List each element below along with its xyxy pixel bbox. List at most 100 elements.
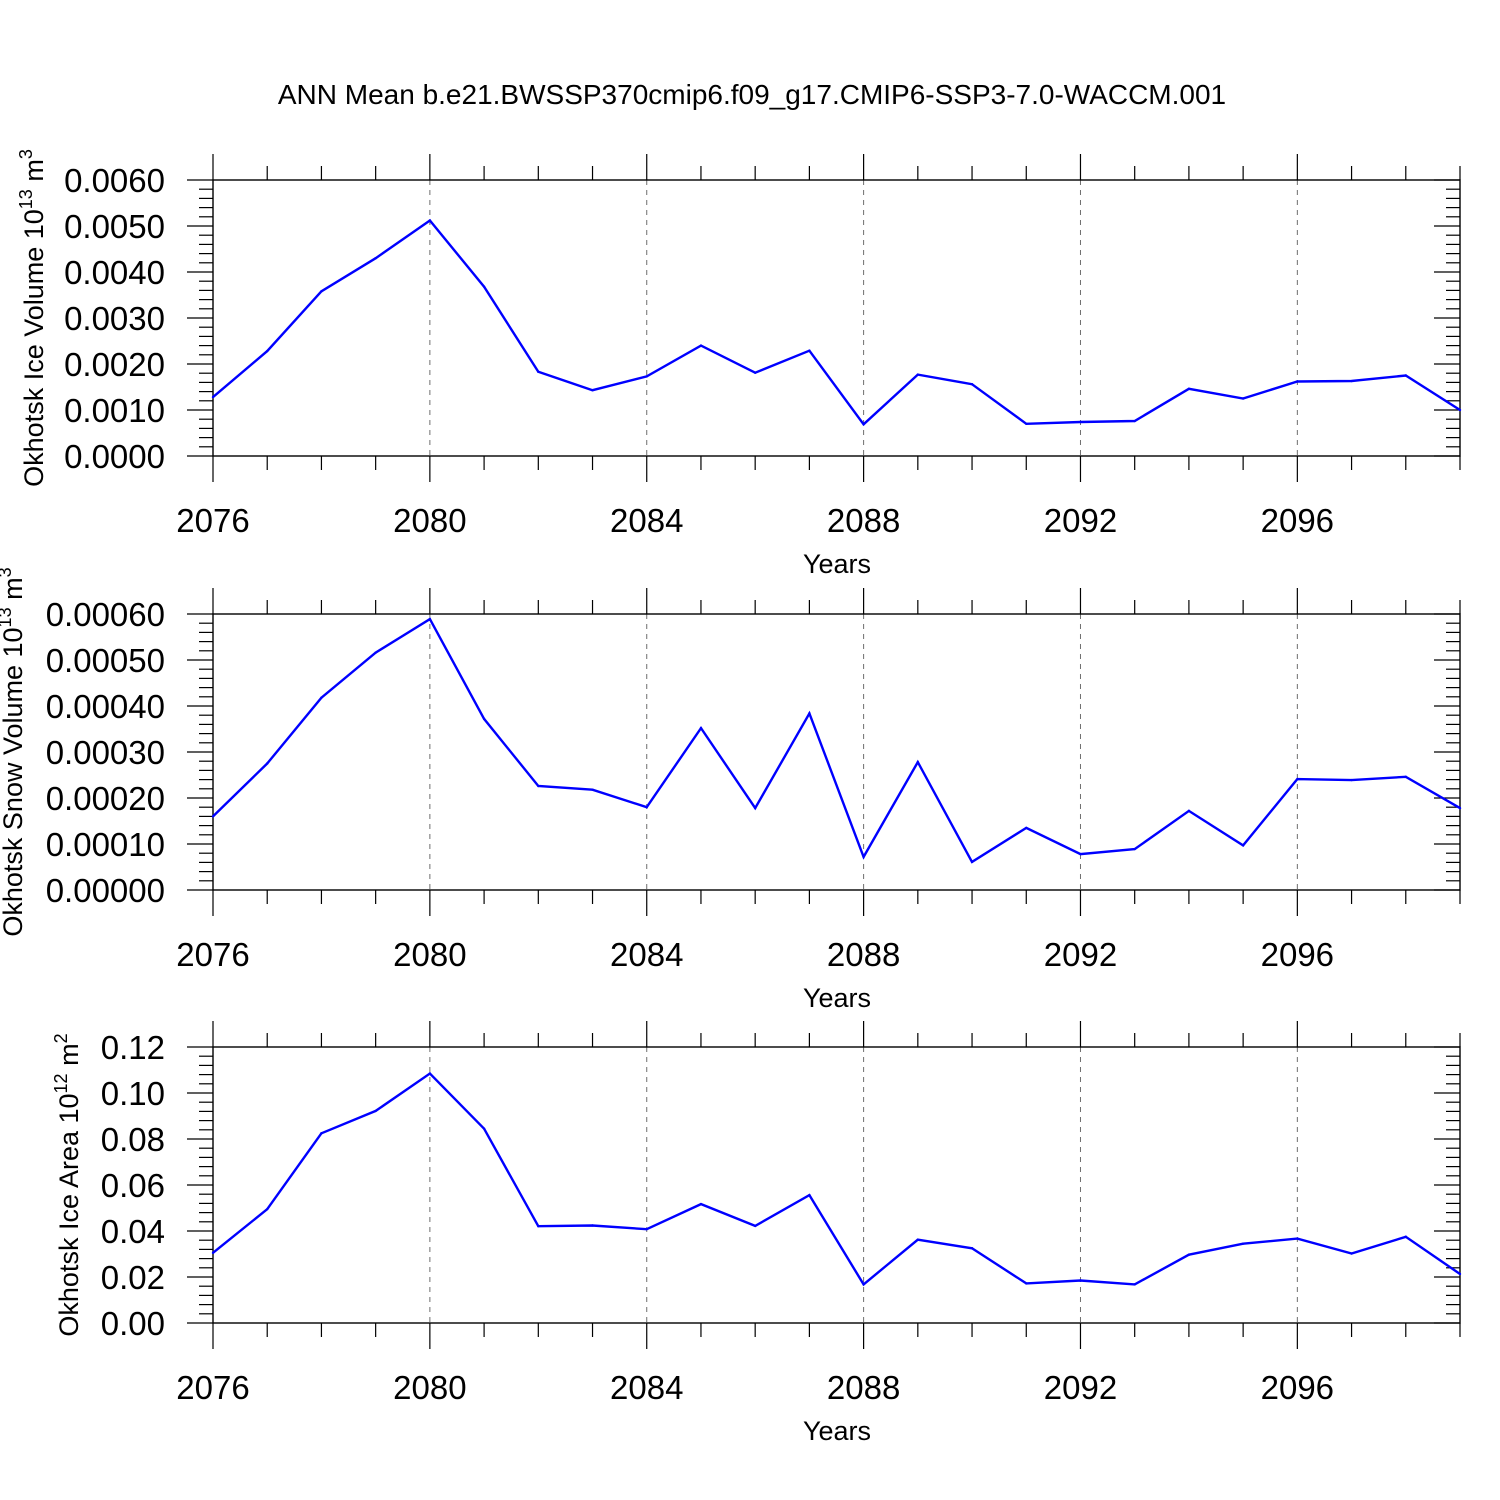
data-point (320, 290, 323, 293)
data-point (211, 1251, 215, 1255)
data-point (862, 855, 865, 859)
data-point (1187, 1253, 1191, 1256)
y-tick-label: 0.0020 (64, 346, 165, 383)
y-axis-title-unit: m (0, 577, 28, 607)
data-point (482, 717, 486, 721)
data-point (1458, 1272, 1462, 1276)
data-point (1296, 777, 1299, 781)
data-point (428, 617, 432, 621)
data-point (266, 349, 269, 353)
y-tick-label: 0.0010 (64, 392, 165, 429)
y-axis-title: Okhotsk Snow Volume 1013 m3 (0, 567, 28, 936)
data-point (1025, 1282, 1028, 1285)
data-point (1458, 806, 1462, 810)
data-point (970, 1247, 974, 1250)
y-axis-title-unit-exponent: 3 (0, 567, 15, 577)
x-tick-label: 2080 (393, 936, 466, 973)
y-axis-title: Okhotsk Ice Volume 1013 m3 (16, 149, 49, 487)
y-tick-label: 0.00 (101, 1305, 165, 1342)
data-point (537, 1224, 540, 1228)
data-point (808, 1193, 811, 1197)
y-axis-title-unit: m (19, 159, 49, 189)
data-point (591, 1224, 594, 1227)
data-point (1404, 775, 1407, 779)
data-point (591, 788, 594, 791)
data-point (862, 1283, 865, 1286)
data-point (320, 1132, 323, 1135)
panel-2: 2076 2080 2084 2088 2092 2096 Years 0.00000 0.00… (0, 567, 1462, 1013)
data-point (1241, 844, 1245, 847)
x-axis-title: Years (803, 1416, 871, 1446)
data-point (916, 760, 920, 764)
series-line (212, 218, 1461, 427)
data-point (753, 806, 757, 810)
x-tick-label: 2092 (1044, 502, 1117, 539)
data-point (537, 784, 540, 788)
panel-1: 2076 2080 2084 2088 2092 2096 Years 0.0000 0.001… (16, 149, 1462, 579)
x-tick-label: 2096 (1261, 1369, 1334, 1406)
data-point (374, 1109, 377, 1113)
y-tick-label: 0.00060 (46, 596, 165, 633)
data-point (482, 1127, 486, 1130)
x-tick-label: 2092 (1044, 936, 1117, 973)
data-point (699, 1202, 703, 1206)
data-point (645, 375, 648, 378)
data-point (266, 1207, 269, 1211)
y-axis-title-text: Okhotsk Snow Volume 10 (0, 627, 28, 936)
y-tick-label: 0.12 (101, 1029, 165, 1066)
y-tick-label: 0.10 (101, 1075, 165, 1112)
y-tick-label: 0.06 (101, 1167, 165, 1204)
data-point (970, 860, 974, 864)
data-point (1187, 809, 1191, 813)
y-tick-label: 0.0000 (64, 438, 165, 475)
y-axis-title-unit-exponent: 2 (51, 1033, 71, 1043)
x-axis-title: Years (803, 549, 871, 579)
x-tick-label: 2076 (176, 936, 249, 973)
y-tick-label: 0.00030 (46, 734, 165, 771)
y-axis-title-exponent: 13 (16, 189, 36, 209)
data-point (1241, 1242, 1245, 1245)
y-axis-title-unit-exponent: 3 (16, 149, 36, 159)
data-point (1187, 387, 1191, 391)
data-point (266, 762, 269, 765)
data-point (482, 285, 486, 288)
y-tick-label: 0.00000 (46, 872, 165, 909)
y-axis-title: Okhotsk Ice Area 1012 m2 (51, 1033, 84, 1336)
data-point (428, 1072, 432, 1075)
y-axis-title-text: Okhotsk Ice Area 10 (54, 1093, 84, 1336)
y-tick-label: 0.04 (101, 1213, 165, 1250)
x-tick-label: 2076 (176, 1369, 249, 1406)
x-tick-label: 2084 (610, 502, 683, 539)
data-point (916, 373, 920, 376)
x-tick-label: 2076 (176, 502, 249, 539)
data-point (1079, 852, 1082, 856)
data-point (645, 1227, 648, 1231)
x-tick-label: 2092 (1044, 1369, 1117, 1406)
data-point (1350, 379, 1353, 383)
x-tick-label: 2084 (610, 1369, 683, 1406)
plot-frame (212, 613, 1461, 891)
data-point (1404, 1235, 1407, 1238)
data-point (1133, 1283, 1136, 1286)
series-line (212, 1071, 1461, 1287)
x-tick-label: 2080 (393, 502, 466, 539)
x-tick-label: 2088 (827, 936, 900, 973)
y-tick-label: 0.0050 (64, 208, 165, 245)
data-point (211, 815, 215, 818)
data-point (916, 1238, 920, 1241)
y-tick-label: 0.02 (101, 1259, 165, 1296)
data-point (753, 1224, 757, 1228)
data-point (211, 395, 215, 399)
x-tick-label: 2080 (393, 1369, 466, 1406)
data-point (970, 383, 974, 386)
y-tick-label: 0.00050 (46, 642, 165, 679)
plot-frame (212, 1046, 1461, 1324)
data-point (808, 349, 811, 352)
data-point (862, 423, 865, 426)
x-tick-label: 2096 (1261, 936, 1334, 973)
data-point (1079, 1279, 1082, 1282)
y-axis-title-unit: m (54, 1043, 84, 1073)
data-point (753, 371, 757, 374)
data-point (374, 257, 377, 260)
data-point (1296, 380, 1299, 383)
